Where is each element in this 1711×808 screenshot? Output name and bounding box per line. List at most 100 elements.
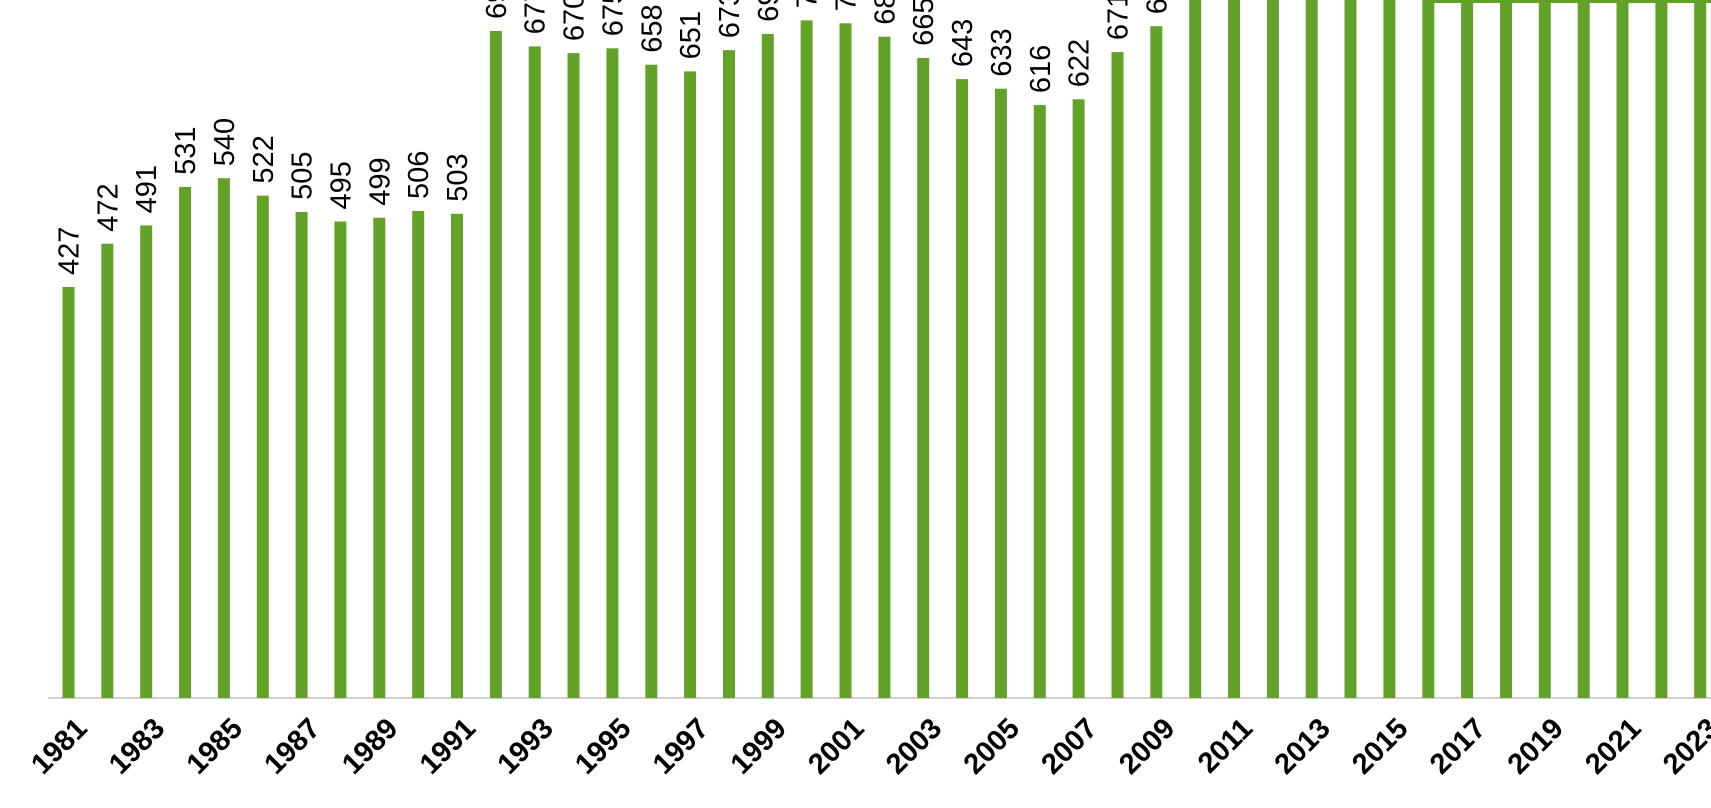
x-tick-label-1993: 1993 (492, 712, 560, 780)
bar-1991 (451, 213, 463, 699)
data-label-2003: 665 (908, 0, 940, 46)
data-label-1990: 506 (403, 151, 435, 199)
data-label-1992: 693 (481, 0, 513, 19)
data-label-1993: 677 (520, 0, 552, 34)
x-tick-label-2003: 2003 (880, 712, 948, 780)
bars-group (62, 0, 1707, 699)
data-label-1987: 505 (287, 152, 319, 200)
bar-1992 (489, 31, 502, 698)
bar-2020 (1577, 0, 1590, 698)
bar-2000 (800, 20, 813, 698)
data-label-1999: 690 (753, 0, 785, 22)
x-tick-label-2015: 2015 (1346, 712, 1414, 780)
data-label-1996: 658 (636, 4, 668, 52)
bar-2001 (839, 23, 852, 699)
data-label-1991: 503 (442, 153, 474, 201)
bar-2023 (1694, 0, 1707, 698)
data-label-2004: 643 (947, 19, 979, 67)
bar-2013 (1305, 0, 1318, 698)
bar-1988 (334, 221, 347, 698)
legend-box-edge (1432, 0, 1711, 3)
bar-2007 (1072, 99, 1085, 699)
bar-2009 (1150, 26, 1163, 698)
bar-2012 (1266, 0, 1279, 699)
x-tick-label-1987: 1987 (258, 712, 326, 780)
x-tick-label-1985: 1985 (181, 712, 249, 780)
data-label-2006: 616 (1025, 45, 1057, 93)
bar-1982 (101, 243, 114, 698)
bar-1993 (528, 46, 541, 698)
bar-2019 (1538, 0, 1551, 699)
x-tick-label-2009: 2009 (1113, 712, 1181, 780)
bar-1987 (295, 211, 308, 698)
bar-2003 (917, 57, 930, 698)
data-label-1989: 499 (364, 157, 396, 205)
bar-2018 (1500, 0, 1512, 698)
x-tick-label-2005: 2005 (958, 712, 1026, 780)
bar-1981 (62, 287, 75, 698)
bar-2017 (1461, 0, 1474, 699)
bar-1986 (256, 195, 269, 698)
x-tick-label-2013: 2013 (1269, 712, 1337, 780)
x-tick-label-1999: 1999 (725, 712, 793, 780)
data-label-2005: 633 (986, 28, 1018, 76)
x-tick-label-1983: 1983 (103, 712, 171, 780)
bar-1998 (723, 50, 735, 698)
data-label-1981: 427 (54, 227, 86, 275)
x-tick-label-1981: 1981 (25, 712, 93, 780)
x-tick-label-2011: 2011 (1192, 712, 1259, 779)
x-tick-label-2019: 2019 (1502, 712, 1570, 780)
bar-1985 (217, 178, 230, 698)
data-label-2000: 704 (792, 0, 824, 8)
x-tick-label-1995: 1995 (569, 712, 637, 780)
data-label-2008: 671 (1103, 0, 1135, 40)
data-label-1982: 472 (92, 183, 124, 231)
bar-2016 (1422, 0, 1435, 699)
bar-1990 (412, 211, 425, 698)
data-label-2001: 701 (831, 0, 863, 11)
data-label-1998: 673 (714, 0, 746, 38)
x-tick-label-2007: 2007 (1035, 712, 1103, 780)
data-label-2007: 622 (1064, 39, 1096, 87)
bar-2008 (1111, 52, 1124, 699)
bar-2002 (878, 36, 891, 698)
data-label-2002: 687 (869, 0, 901, 25)
x-tick-label-2021: 2021 (1579, 712, 1647, 780)
x-tick-label-1997: 1997 (647, 712, 715, 780)
bar-2010 (1189, 0, 1202, 698)
x-tick-label-1989: 1989 (336, 712, 404, 780)
data-label-1994: 670 (559, 0, 591, 41)
bar-2021 (1616, 0, 1629, 699)
bar-1984 (179, 186, 192, 698)
x-tick-label-2017: 2017 (1424, 712, 1492, 780)
bar-1994 (567, 53, 580, 699)
x-tick-label-1991: 1991 (414, 712, 482, 780)
data-label-1988: 495 (325, 161, 357, 209)
bar-2022 (1655, 0, 1668, 699)
x-tick-labels-group: 1981 1983 1985 1987 1989 1991 1993 1995 1997 1999… (25, 712, 1711, 780)
data-label-1984: 531 (170, 127, 202, 175)
data-label-2009: 698 (1141, 0, 1173, 14)
bar-1989 (373, 217, 386, 698)
bar-2014 (1344, 0, 1357, 698)
data-label-1997: 651 (675, 11, 707, 59)
bar-1983 (140, 225, 153, 698)
value-labels-group: 4274724915315405225054954995065036936776… (54, 0, 1174, 275)
bar-2005 (994, 88, 1007, 698)
data-label-1983: 491 (131, 165, 163, 213)
bar-2006 (1033, 105, 1046, 699)
bar-2015 (1383, 0, 1396, 699)
bar-1996 (645, 64, 658, 698)
bar-2011 (1228, 0, 1240, 698)
bar-2004 (956, 79, 969, 699)
x-tick-label-2001: 2001 (802, 712, 870, 780)
x-tick-label-2023: 2023 (1657, 712, 1711, 780)
bar-1999 (761, 33, 774, 698)
bar-1997 (684, 71, 697, 698)
data-label-1986: 522 (248, 135, 280, 183)
data-label-1985: 540 (209, 118, 241, 166)
data-label-1995: 675 (597, 0, 629, 36)
bar-1995 (606, 48, 619, 699)
